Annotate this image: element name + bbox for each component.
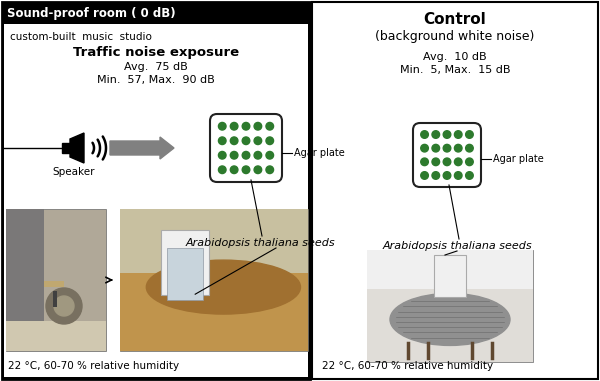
Circle shape	[266, 166, 274, 174]
Circle shape	[242, 137, 250, 144]
Circle shape	[432, 144, 440, 152]
Circle shape	[46, 288, 82, 324]
Circle shape	[254, 137, 262, 144]
Circle shape	[218, 166, 226, 174]
Text: Min.  57, Max.  90 dB: Min. 57, Max. 90 dB	[97, 75, 215, 85]
Circle shape	[242, 152, 250, 159]
FancyBboxPatch shape	[120, 209, 308, 273]
Ellipse shape	[146, 260, 301, 314]
Circle shape	[218, 122, 226, 130]
Circle shape	[443, 158, 451, 166]
Text: Agar plate: Agar plate	[493, 154, 544, 164]
Text: Min.  5, Max.  15 dB: Min. 5, Max. 15 dB	[400, 65, 510, 75]
Circle shape	[466, 158, 473, 166]
Text: 22 °C, 60-70 % relative humidity: 22 °C, 60-70 % relative humidity	[322, 361, 493, 371]
FancyBboxPatch shape	[367, 250, 533, 289]
Circle shape	[466, 131, 473, 138]
Circle shape	[54, 296, 74, 316]
Text: Speaker: Speaker	[53, 167, 95, 177]
Text: Avg.  10 dB: Avg. 10 dB	[423, 52, 487, 62]
Circle shape	[266, 152, 274, 159]
FancyBboxPatch shape	[367, 289, 533, 362]
FancyBboxPatch shape	[312, 2, 598, 379]
Circle shape	[266, 122, 274, 130]
Circle shape	[254, 166, 262, 174]
Circle shape	[454, 144, 462, 152]
Text: Arabidopsis thaliana seeds: Arabidopsis thaliana seeds	[382, 241, 532, 251]
Circle shape	[254, 152, 262, 159]
Text: (background white noise): (background white noise)	[376, 30, 535, 43]
FancyBboxPatch shape	[367, 250, 533, 362]
Circle shape	[230, 122, 238, 130]
FancyBboxPatch shape	[120, 273, 308, 351]
Circle shape	[242, 122, 250, 130]
Circle shape	[421, 131, 428, 138]
Circle shape	[466, 144, 473, 152]
Circle shape	[421, 158, 428, 166]
FancyBboxPatch shape	[167, 248, 203, 300]
Polygon shape	[62, 143, 70, 153]
FancyBboxPatch shape	[434, 255, 466, 298]
FancyBboxPatch shape	[210, 114, 282, 182]
Circle shape	[432, 158, 440, 166]
Text: 22 °C, 60-70 % relative humidity: 22 °C, 60-70 % relative humidity	[8, 361, 179, 371]
FancyBboxPatch shape	[120, 209, 308, 351]
FancyArrow shape	[110, 137, 174, 159]
Circle shape	[218, 152, 226, 159]
Polygon shape	[70, 133, 84, 163]
FancyBboxPatch shape	[2, 2, 310, 379]
Circle shape	[454, 172, 462, 179]
Circle shape	[266, 137, 274, 144]
Circle shape	[230, 152, 238, 159]
Circle shape	[230, 166, 238, 174]
Circle shape	[254, 122, 262, 130]
Text: Sound-proof room ( 0 dB): Sound-proof room ( 0 dB)	[7, 6, 176, 19]
Text: Arabidopsis thaliana seeds: Arabidopsis thaliana seeds	[185, 238, 335, 248]
Circle shape	[443, 131, 451, 138]
Text: Traffic noise exposure: Traffic noise exposure	[73, 46, 239, 59]
Text: Agar plate: Agar plate	[294, 148, 345, 158]
Circle shape	[218, 137, 226, 144]
FancyBboxPatch shape	[6, 209, 44, 351]
Circle shape	[421, 172, 428, 179]
Circle shape	[466, 172, 473, 179]
Circle shape	[454, 131, 462, 138]
Circle shape	[454, 158, 462, 166]
FancyBboxPatch shape	[53, 291, 57, 307]
Circle shape	[432, 131, 440, 138]
Ellipse shape	[390, 293, 510, 346]
FancyBboxPatch shape	[2, 2, 310, 24]
Circle shape	[242, 166, 250, 174]
FancyBboxPatch shape	[161, 230, 209, 295]
Circle shape	[432, 172, 440, 179]
FancyBboxPatch shape	[4, 24, 308, 377]
Text: custom-built  music  studio: custom-built music studio	[10, 32, 152, 42]
FancyBboxPatch shape	[6, 321, 106, 351]
Text: Avg.  75 dB: Avg. 75 dB	[124, 62, 188, 72]
FancyBboxPatch shape	[413, 123, 481, 187]
Circle shape	[443, 172, 451, 179]
Circle shape	[421, 144, 428, 152]
Circle shape	[443, 144, 451, 152]
Text: Control: Control	[424, 12, 487, 27]
FancyBboxPatch shape	[44, 281, 64, 287]
FancyBboxPatch shape	[6, 209, 106, 351]
Circle shape	[230, 137, 238, 144]
